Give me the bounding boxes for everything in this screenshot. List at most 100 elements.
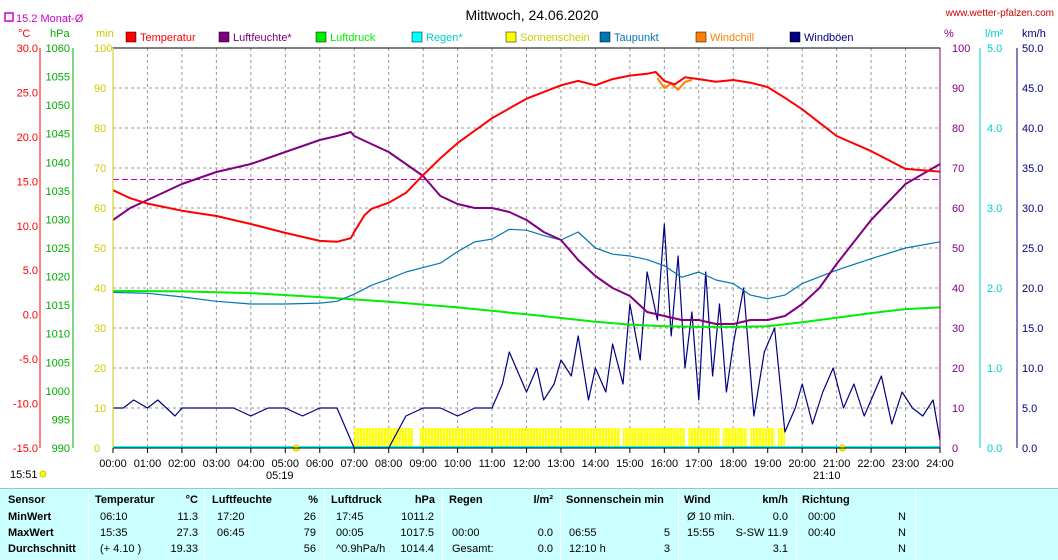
header-direction: Richtung (802, 494, 850, 506)
y-tick-label-rain: 0.0 (987, 443, 1002, 455)
summary-table: Sensor Temperatur °C Luftfeuchte% Luftdruck h… (0, 488, 1058, 560)
source-link[interactable]: www.wetter-pfalzen.com (945, 8, 1054, 19)
y-tick-label-temp: 10.0 (17, 221, 38, 233)
table-divider (204, 489, 205, 560)
axis-unit-wind: km/h (1022, 28, 1046, 40)
header-temp-unit: °C (185, 494, 198, 506)
temp-value: 11.3 (177, 511, 198, 523)
y-tick-label-minutes: 90 (94, 83, 106, 95)
sunshine-time: 12:10 h (569, 543, 606, 555)
direction-value: N (898, 511, 906, 523)
direction-value: N (898, 527, 906, 539)
current-time-label: 15:51 (10, 469, 38, 481)
y-tick-label-wind: 0.0 (1022, 443, 1037, 455)
legend-swatch (218, 31, 230, 43)
x-tick-label: 09:00 (409, 458, 437, 470)
y-tick-label-pressure: 1020 (46, 272, 70, 284)
wind-time: Ø 10 min. (687, 511, 735, 523)
y-tick-label-pressure: 1025 (46, 243, 70, 255)
row-label: MinWert (8, 511, 52, 523)
pressure-value: 1011.2 (401, 511, 434, 523)
legend-swatch (125, 31, 137, 43)
legend-label: Taupunkt (614, 32, 659, 44)
rain-value: 0.0 (537, 527, 553, 539)
y-tick-label-wind: 15.0 (1022, 323, 1043, 335)
y-tick-label-pressure: 1005 (46, 357, 70, 369)
y-tick-label-pressure: 1040 (46, 157, 70, 169)
y-tick-label-percent: 0 (952, 443, 958, 455)
wind-value: 0.0 (772, 511, 788, 523)
direction-time: 00:40 (808, 527, 836, 539)
sunshine-time: 06:55 (569, 527, 597, 539)
y-tick-label-temp: 15.0 (17, 176, 38, 188)
y-tick-label-rain: 5.0 (987, 43, 1002, 55)
x-tick-label: 10:00 (444, 458, 472, 470)
month-average-text: 15.2 Monat-Ø (16, 13, 84, 25)
y-tick-label-minutes: 80 (94, 123, 106, 135)
legend-item: Sonnenschein (505, 31, 590, 44)
wind-time: 15:55 (687, 527, 715, 539)
legend-item: Temperatur (125, 31, 196, 44)
y-tick-label-rain: 1.0 (987, 363, 1002, 375)
chart-title: Mittwoch, 24.06.2020 (465, 7, 598, 23)
table-divider (678, 489, 679, 560)
header-rain: Regen (449, 494, 483, 506)
pressure-time: 00:05 (336, 527, 364, 539)
wind-value: S-SW 11.9 (735, 527, 788, 539)
sunset-label: 21:10 (813, 470, 841, 482)
x-tick-label: 04:00 (237, 458, 265, 470)
x-tick-label: 15:00 (616, 458, 644, 470)
legend-swatch (315, 31, 327, 43)
x-tick-label: 21:00 (823, 458, 851, 470)
header-pressure: Luftdruck (331, 494, 382, 506)
y-tick-label-wind: 40.0 (1022, 123, 1043, 135)
sun-icon (39, 470, 47, 478)
row-label: Durchschnitt (8, 543, 76, 555)
legend-swatch (411, 31, 423, 43)
axis-unit-minutes: min (96, 28, 114, 40)
legend-item: Luftfeuchte* (218, 31, 292, 44)
y-tick-label-percent: 20 (952, 363, 964, 375)
table-divider (560, 489, 561, 560)
rain-time: Gesamt: (452, 543, 494, 555)
direction-value: N (898, 543, 906, 555)
y-tick-label-pressure: 995 (52, 414, 70, 426)
x-tick-label: 18:00 (719, 458, 747, 470)
rain-value: 0.0 (537, 543, 553, 555)
legend-label: Windböen (804, 32, 854, 44)
x-tick-label: 07:00 (340, 458, 368, 470)
temp-time: (+ 4.10 ) (100, 543, 142, 555)
y-tick-label-wind: 35.0 (1022, 163, 1043, 175)
y-tick-label-temp: 20.0 (17, 132, 38, 144)
axis-unit-temp: °C (18, 28, 30, 40)
series-line-temperatur (112, 71, 941, 243)
y-tick-label-wind: 25.0 (1022, 243, 1043, 255)
legend-label: Windchill (710, 32, 754, 44)
header-wind: Wind (684, 494, 711, 506)
series-line-luftdruck (112, 289, 941, 328)
x-tick-label: 03:00 (203, 458, 231, 470)
y-tick-label-temp: 5.0 (23, 265, 38, 277)
y-tick-label-wind: 5.0 (1022, 403, 1037, 415)
sunshine-bar (778, 428, 785, 448)
legend-label: Sonnenschein (520, 32, 590, 44)
x-tick-label: 14:00 (582, 458, 610, 470)
y-tick-label-temp: 25.0 (17, 87, 38, 99)
y-tick-label-temp: 30.0 (17, 43, 38, 55)
y-tick-label-temp: -10.0 (13, 399, 38, 411)
humidity-value: 26 (303, 511, 316, 523)
sunshine-bar (722, 428, 748, 448)
axis-unit-rain: l/m² (985, 28, 1004, 40)
sunshine-value: 3 (663, 543, 670, 555)
humidity-value: 56 (303, 543, 316, 555)
weather-chart: Mittwoch, 24.06.2020 www.wetter-pfalzen.… (4, 7, 1054, 482)
humidity-time: 06:45 (217, 527, 245, 539)
table-divider (324, 489, 325, 560)
series-line-windben (113, 223, 941, 449)
y-tick-label-minutes: 50 (94, 243, 106, 255)
y-tick-label-percent: 10 (952, 403, 964, 415)
sunshine-value: 5 (663, 527, 670, 539)
y-tick-label-pressure: 1055 (46, 72, 70, 84)
x-tick-label: 12:00 (513, 458, 541, 470)
header-sunshine: Sonnenschein min (566, 494, 664, 506)
